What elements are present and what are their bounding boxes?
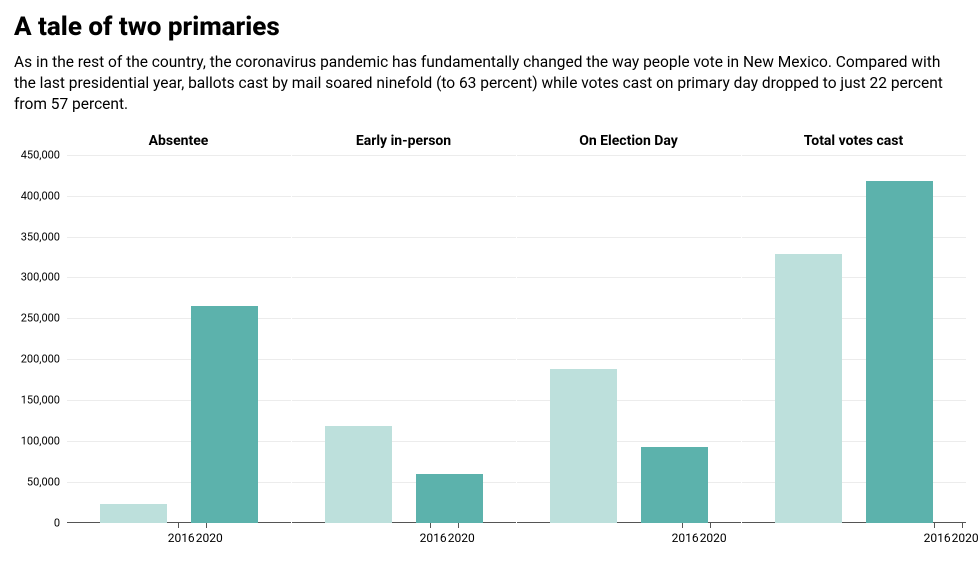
panel-label: Absentee (66, 133, 291, 155)
x-tick-label: 2016 (924, 523, 945, 553)
y-tick-label: 50,000 (27, 475, 60, 488)
x-labels: 2016 2020 (822, 523, 980, 553)
y-tick-label: 300,000 (21, 271, 60, 284)
y-tick-label: 200,000 (21, 353, 60, 366)
y-tick-label: 0 (54, 516, 60, 529)
panel-label: On Election Day (516, 133, 741, 155)
x-tick-label: 2016 (168, 523, 189, 553)
bar (641, 447, 707, 523)
plot-row (66, 155, 966, 523)
x-tick-label: 2020 (448, 523, 469, 553)
panel-header-row: AbsenteeEarly in-personOn Election DayTo… (66, 133, 966, 155)
x-tick-label: 2020 (700, 523, 721, 553)
bars-container (517, 155, 741, 523)
x-labels-row: 20162020201620202016202020162020 (66, 523, 966, 553)
x-labels: 2016 2020 (570, 523, 822, 553)
x-labels: 2016 2020 (66, 523, 318, 553)
bars-container (67, 155, 291, 523)
bar (866, 181, 932, 523)
y-tick-label: 450,000 (21, 148, 60, 161)
panel (741, 155, 966, 523)
panel (516, 155, 741, 523)
chart-subtitle: As in the rest of the country, the coron… (14, 52, 966, 115)
bars-container (292, 155, 516, 523)
bar (191, 306, 257, 523)
x-labels: 2016 2020 (318, 523, 570, 553)
panel-label: Total votes cast (741, 133, 966, 155)
y-tick-label: 100,000 (21, 434, 60, 447)
chart-title: A tale of two primaries (14, 12, 966, 42)
bar (416, 474, 482, 523)
bars-container (742, 155, 966, 523)
panel-label: Early in-person (291, 133, 516, 155)
bar (325, 426, 391, 522)
panel (66, 155, 291, 523)
x-tick-label: 2020 (952, 523, 973, 553)
bar (550, 369, 616, 523)
y-axis: 050,000100,000150,000200,000250,000300,0… (14, 155, 66, 523)
bar (775, 254, 841, 523)
x-tick-label: 2016 (672, 523, 693, 553)
x-tick-label: 2020 (196, 523, 217, 553)
y-tick-label: 250,000 (21, 312, 60, 325)
bar (100, 504, 166, 523)
y-tick-label: 400,000 (21, 189, 60, 202)
panel (291, 155, 516, 523)
y-tick-label: 350,000 (21, 230, 60, 243)
y-tick-label: 150,000 (21, 394, 60, 407)
chart-area: AbsenteeEarly in-personOn Election DayTo… (14, 133, 966, 553)
x-tick-label: 2016 (420, 523, 441, 553)
